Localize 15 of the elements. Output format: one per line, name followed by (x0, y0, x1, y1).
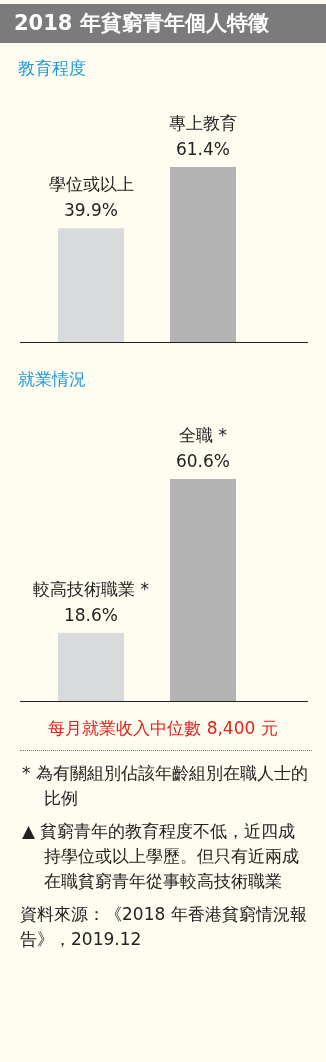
data-label: 39.9% (63, 200, 119, 221)
x-tick-label: 全職 * (179, 425, 227, 445)
text: ▲ 貧窮青年的教育程度不低，近四成持學位或以上學歷。但只有近兩成在職貧窮青年從事較高技術職業 (21, 820, 300, 893)
data-label: 61.4% (175, 139, 231, 159)
data-label: 60.6% (175, 451, 231, 471)
text: * 為有關組別佔該年齡組別在職人士的比例 (21, 762, 309, 810)
x-tick-label: 學位或以上 (48, 174, 134, 195)
chart-title: 就業情況 (17, 368, 87, 391)
source-note: 資料來源：《2018 年香港貧窮情況報告》，2019.12 (19, 903, 308, 951)
text: 每月就業收入中位數 8,400 元 (47, 717, 279, 740)
x-tick-label: 較高技術職業 * (33, 578, 149, 599)
chart-subtitle: 教育程度 (17, 57, 87, 80)
chart-title: 2018 年貧窮青年個人特徵 (0, 4, 326, 43)
x-tick-label: 專上教育 (169, 113, 237, 133)
data-label: 18.6% (63, 604, 119, 625)
